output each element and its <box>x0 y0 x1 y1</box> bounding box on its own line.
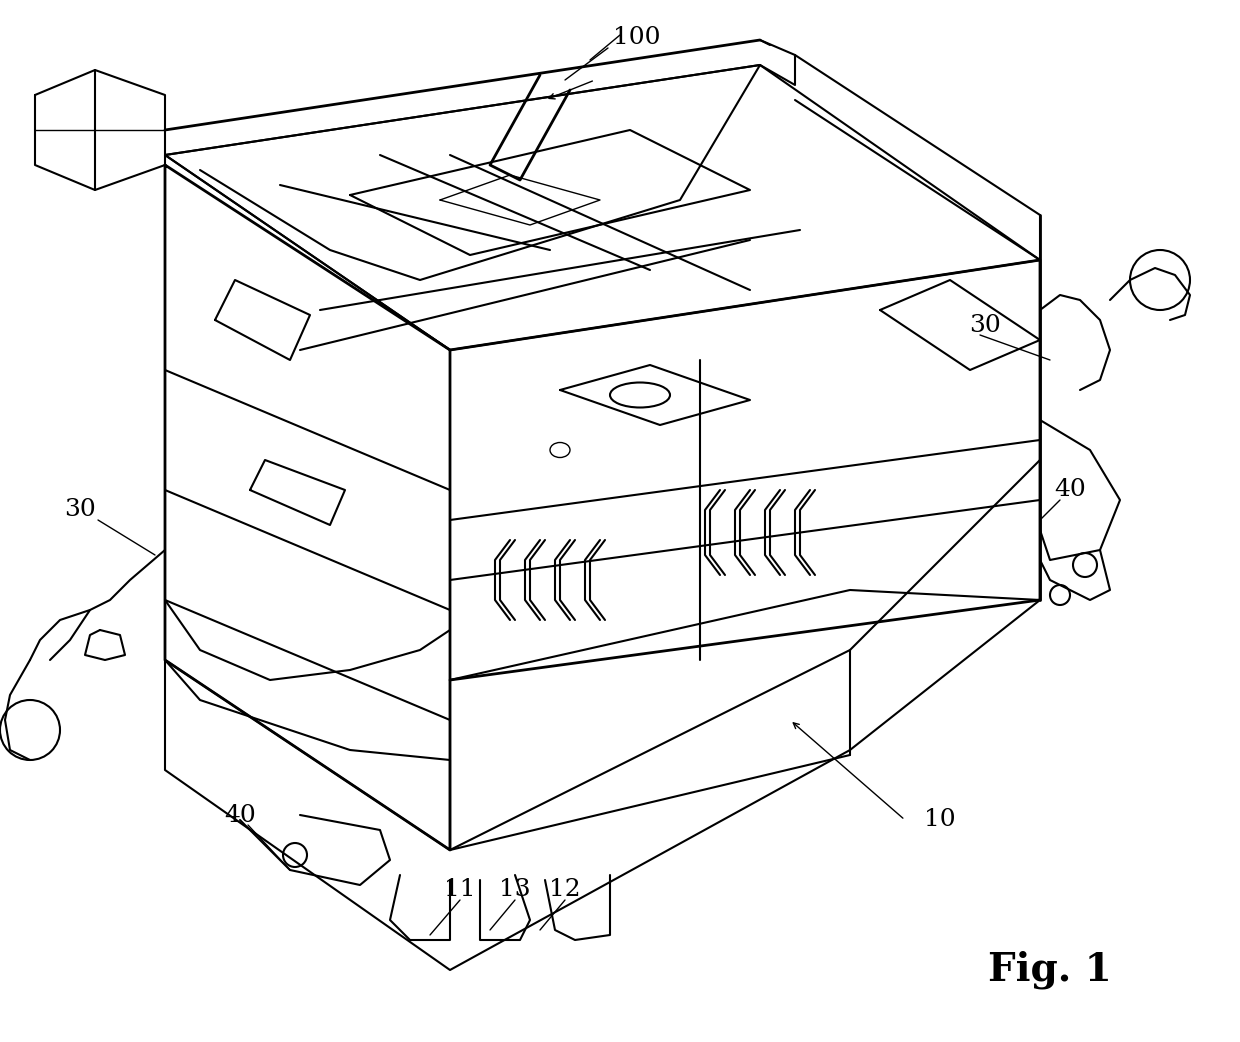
Text: 12: 12 <box>549 878 580 901</box>
Text: 30: 30 <box>64 498 95 521</box>
Text: 11: 11 <box>444 878 476 901</box>
Text: 40: 40 <box>224 803 255 826</box>
Text: Fig. 1: Fig. 1 <box>988 950 1112 989</box>
Text: 40: 40 <box>1054 478 1086 501</box>
Text: 100: 100 <box>614 26 661 50</box>
Text: 13: 13 <box>500 878 531 901</box>
Text: 30: 30 <box>970 314 1001 337</box>
Text: 10: 10 <box>924 809 956 832</box>
